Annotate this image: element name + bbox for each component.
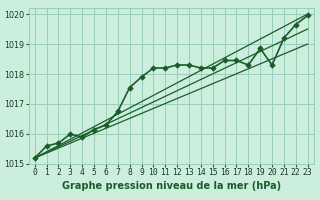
X-axis label: Graphe pression niveau de la mer (hPa): Graphe pression niveau de la mer (hPa) xyxy=(62,181,281,191)
